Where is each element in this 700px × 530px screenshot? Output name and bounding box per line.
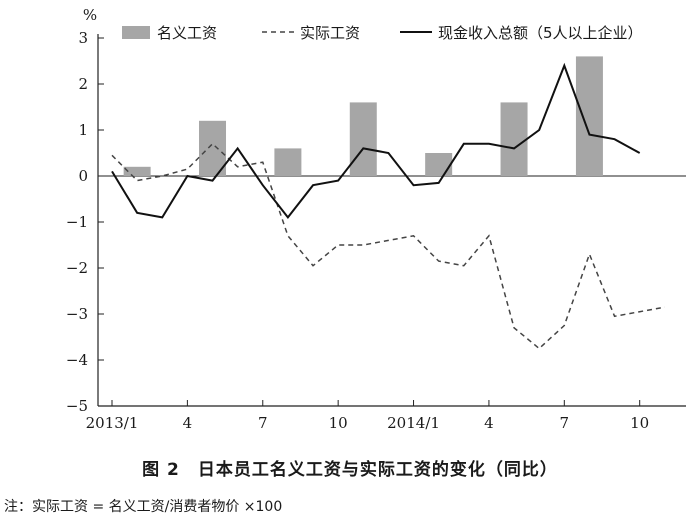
x-tick-label: 7 (258, 414, 268, 432)
bar-nominal-wage (349, 102, 377, 176)
y-tick-label: −5 (66, 397, 88, 415)
bar-nominal-wage (123, 166, 151, 176)
bar-nominal-wage (425, 153, 453, 176)
bar-nominal-wage (575, 56, 603, 176)
y-tick-label: −4 (66, 351, 88, 369)
figure-note: 注：实际工资 = 名义工资/消费者物价 ×100 (4, 499, 283, 515)
y-tick-label: 0 (78, 167, 88, 185)
y-tick-label: 2 (78, 75, 88, 93)
x-tick-label: 10 (329, 414, 348, 432)
y-tick-label: 3 (78, 29, 88, 47)
line-real-wage (111, 142, 665, 350)
y-tick-label: −3 (66, 305, 88, 323)
y-tick-label: −2 (66, 259, 88, 277)
chart: % 3 2 1 0 −1 −2 −3 −4 −5 2013/1 4 7 10 2014/1 4 7 10 名义工资实… (66, 6, 686, 432)
bar-nominal-wage (199, 120, 227, 176)
x-tick-label: 10 (630, 414, 649, 432)
figure-caption: 图 2 日本员工名义工资与实际工资的变化（同比） (142, 460, 558, 480)
x-tick-label: 2013/1 (86, 414, 139, 432)
x-tick-label: 4 (183, 414, 193, 432)
legend-label-real: 实际工资 (300, 24, 360, 42)
legend-swatch-nominal (122, 26, 150, 39)
x-tick-label: 2014/1 (387, 414, 440, 432)
legend-label-cash: 现金收入总额（5人以上企业） (438, 24, 643, 42)
y-tick-label: −1 (66, 213, 88, 231)
unit-label: % (83, 6, 97, 24)
chart-svg: %3210−1−2−3−4−52013/1 4 7 10 2014/1 4 7 10名义工资实… (66, 6, 686, 432)
line-cash-income (111, 62, 641, 220)
x-tick-label: 4 (484, 414, 494, 432)
x-tick-label: 7 (560, 414, 570, 432)
legend-label-nominal: 名义工资 (157, 24, 217, 42)
y-tick-label: 1 (78, 121, 88, 139)
bar-nominal-wage (274, 148, 302, 176)
bar-nominal-wage (500, 102, 528, 176)
